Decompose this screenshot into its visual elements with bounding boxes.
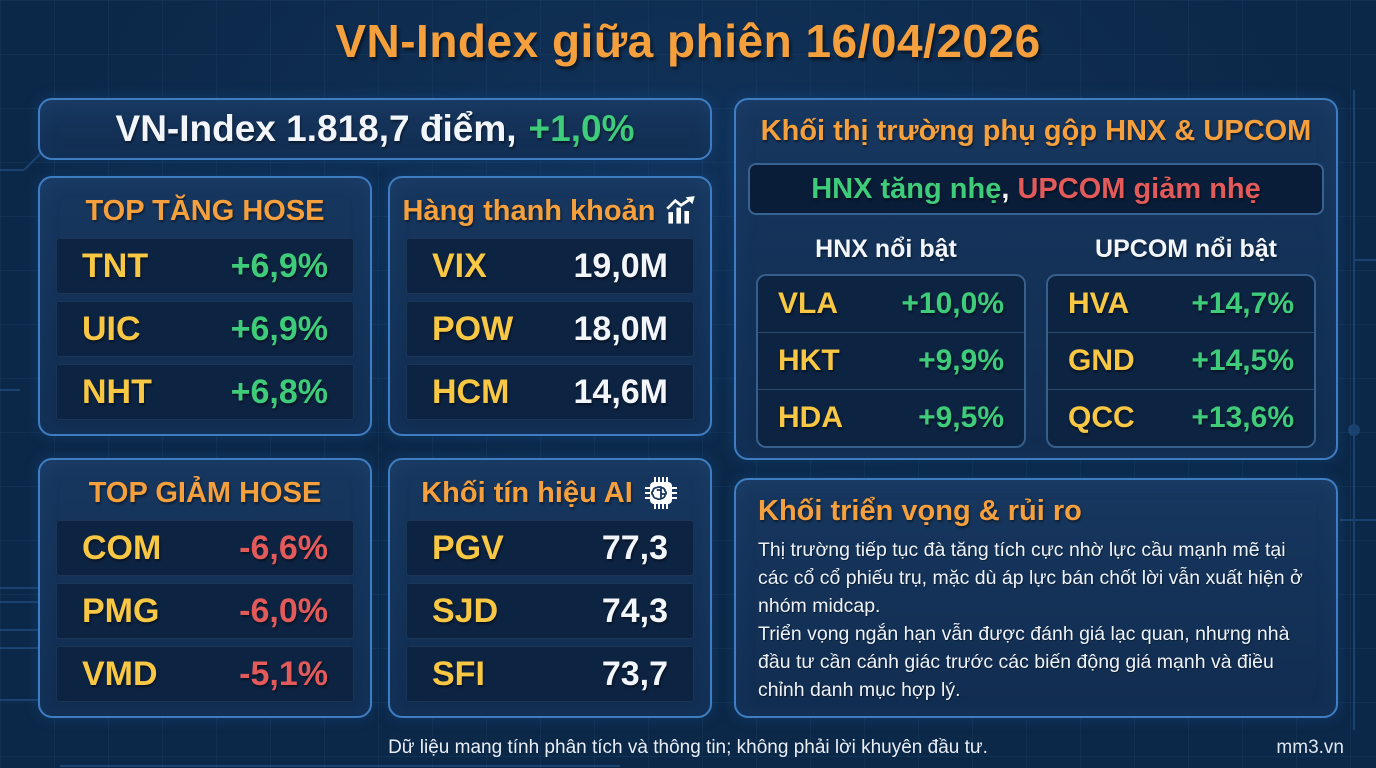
vnindex-change: +1,0% (528, 108, 635, 149)
score-value: 77,3 (601, 528, 668, 567)
table-row: PMG -6,0% (56, 583, 354, 639)
change-value: +13,6% (1191, 401, 1294, 434)
table-row: QCC +13,6% (1048, 389, 1314, 446)
vnindex-banner: VN-Index 1.818,7 điểm, +1,0% (38, 98, 712, 160)
liquidity-table: VIX 19,0M POW 18,0M HCM 14,6M (406, 238, 694, 420)
table-row: TNT +6,9% (56, 238, 354, 294)
ticker-label: HDA (778, 401, 843, 434)
table-row: VLA +10,0% (758, 276, 1024, 332)
hnx-summary: HNX tăng nhẹ (811, 172, 1002, 205)
change-value: +6,9% (230, 246, 328, 285)
ticker-label: PGV (432, 528, 504, 567)
ai-signals-table: PGV 77,3 SJD 74,3 SFI 73,7 (406, 520, 694, 702)
ai-signals-panel: Khối tín hiệu AI (388, 458, 712, 718)
score-value: 74,3 (601, 591, 668, 630)
table-row: SFI 73,7 (406, 646, 694, 702)
bar-chart-rising-icon (666, 196, 696, 224)
change-value: +14,7% (1191, 287, 1294, 320)
top-gainers-panel: TOP TĂNG HOSE TNT +6,9% UIC +6,9% NHT +6… (38, 176, 372, 436)
outlook-paragraph-2: Triển vọng ngắn hạn vẫn được đánh giá lạ… (758, 623, 1290, 701)
table-row: PGV 77,3 (406, 520, 694, 576)
hnx-table: VLA +10,0% HKT +9,9% HDA +9,5% (756, 274, 1026, 448)
top-gainers-table: TNT +6,9% UIC +6,9% NHT +6,8% (56, 238, 354, 420)
ticker-label: HCM (432, 372, 510, 411)
table-row: HVA +14,7% (1048, 276, 1314, 332)
table-row: HKT +9,9% (758, 332, 1024, 389)
top-gainers-title: TOP TĂNG HOSE (85, 194, 325, 227)
ticker-label: PMG (82, 591, 160, 630)
outlook-title: Khối triển vọng & rủi ro (758, 495, 1082, 527)
top-losers-title: TOP GIẢM HOSE (88, 476, 322, 509)
liquidity-panel: Hàng thanh khoản VIX 19,0M POW 18,0M HCM… (388, 176, 712, 436)
ticker-label: UIC (82, 309, 141, 348)
outlook-panel: Khối triển vọng & rủi ro Thị trường tiếp… (734, 478, 1338, 718)
top-losers-panel: TOP GIẢM HOSE COM -6,6% PMG -6,0% VMD -5… (38, 458, 372, 718)
ticker-label: TNT (82, 246, 149, 285)
table-row: POW 18,0M (406, 301, 694, 357)
ticker-label: SFI (432, 654, 485, 693)
ticker-label: VIX (432, 246, 487, 285)
ticker-label: GND (1068, 344, 1135, 377)
change-value: +9,5% (918, 401, 1004, 434)
table-row: SJD 74,3 (406, 583, 694, 639)
table-row: HCM 14,6M (406, 364, 694, 420)
change-value: -6,6% (239, 528, 328, 567)
change-value: +6,9% (230, 309, 328, 348)
upcom-table: HVA +14,7% GND +14,5% QCC +13,6% (1046, 274, 1316, 448)
change-value: +6,8% (230, 372, 328, 411)
upcom-summary: UPCOM giảm nhẹ (1017, 172, 1261, 205)
table-row: VMD -5,1% (56, 646, 354, 702)
ticker-label: COM (82, 528, 162, 567)
summary-separator: , (1001, 172, 1018, 205)
footer-disclaimer: Dữ liệu mang tính phân tích và thông tin… (388, 737, 988, 758)
ticker-label: SJD (432, 591, 499, 630)
page-title: VN-Index giữa phiên 16/04/2026 (335, 15, 1041, 67)
sub-markets-summary: HNX tăng nhẹ , UPCOM giảm nhẹ (748, 163, 1324, 215)
footer-brand: mm3.vn (1276, 737, 1344, 758)
ticker-label: VMD (82, 654, 158, 693)
score-value: 73,7 (601, 654, 668, 693)
ticker-label: HVA (1068, 287, 1130, 320)
liquidity-title: Hàng thanh khoản (402, 194, 656, 227)
table-row: GND +14,5% (1048, 332, 1314, 389)
ai-chip-brain-icon (644, 477, 677, 509)
change-value: +14,5% (1191, 344, 1294, 377)
vnindex-value: VN-Index 1.818,7 điểm, (115, 108, 517, 149)
upcom-column-header: UPCOM nổi bật (1095, 235, 1277, 263)
volume-value: 14,6M (573, 372, 669, 411)
volume-value: 18,0M (573, 309, 669, 348)
ticker-label: HKT (778, 344, 840, 377)
change-value: -5,1% (239, 654, 328, 693)
table-row: HDA +9,5% (758, 389, 1024, 446)
ticker-label: QCC (1068, 401, 1135, 434)
top-losers-table: COM -6,6% PMG -6,0% VMD -5,1% (56, 520, 354, 702)
volume-value: 19,0M (573, 246, 669, 285)
change-value: -6,0% (239, 591, 328, 630)
sub-markets-panel: Khối thị trường phụ gộp HNX & UPCOM HNX … (734, 98, 1338, 460)
ticker-label: NHT (82, 372, 152, 411)
change-value: +10,0% (901, 287, 1004, 320)
table-row: NHT +6,8% (56, 364, 354, 420)
table-row: VIX 19,0M (406, 238, 694, 294)
change-value: +9,9% (918, 344, 1004, 377)
sub-markets-title: Khối thị trường phụ gộp HNX & UPCOM (760, 115, 1312, 147)
table-row: UIC +6,9% (56, 301, 354, 357)
table-row: COM -6,6% (56, 520, 354, 576)
ticker-label: VLA (778, 287, 838, 320)
ai-signals-title: Khối tín hiệu AI (421, 476, 633, 509)
outlook-paragraph-1: Thị trường tiếp tục đà tăng tích cực nhờ… (758, 539, 1303, 617)
ticker-label: POW (432, 309, 514, 348)
hnx-column-header: HNX nổi bật (815, 235, 957, 263)
